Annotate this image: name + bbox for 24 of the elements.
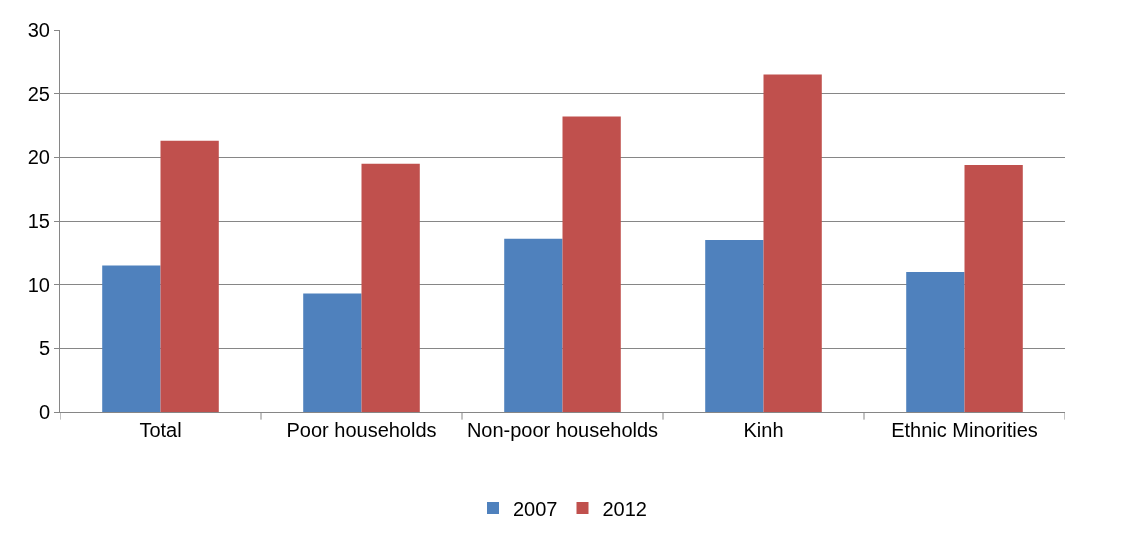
x-tick-label: Total: [139, 419, 182, 441]
y-tick-label: 15: [27, 210, 50, 232]
y-tick-label: 25: [27, 82, 50, 105]
bar: [763, 74, 822, 412]
bar: [964, 164, 1023, 412]
bar: [361, 163, 420, 412]
y-tick-label: 5: [38, 337, 50, 360]
bar: [303, 293, 362, 412]
x-tick-label: Non-poor households: [466, 419, 659, 441]
bar: [562, 116, 621, 412]
bar: [160, 140, 219, 412]
bar: [504, 238, 563, 412]
x-tick-label: Ethnic Minorities: [891, 419, 1038, 441]
x-tick-label: Poor households: [286, 419, 437, 441]
bar: [705, 240, 764, 412]
bar: [906, 271, 965, 412]
y-tick-label: 20: [27, 146, 50, 169]
legend-label: 2007: [513, 497, 558, 520]
y-tick-label: 10: [27, 273, 50, 296]
y-tick-label: 30: [27, 19, 50, 41]
bar: [102, 265, 161, 412]
legend-label: 2012: [602, 497, 647, 520]
y-tick-label: 0: [38, 401, 50, 423]
x-tick-label: Kinh: [743, 419, 784, 441]
